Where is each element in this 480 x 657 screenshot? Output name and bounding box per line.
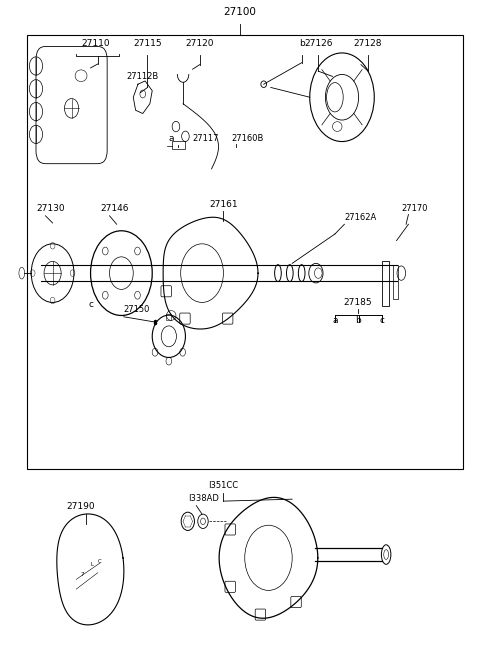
Text: 27128: 27128 xyxy=(354,39,383,49)
Bar xyxy=(166,313,171,320)
Bar xyxy=(26,35,463,468)
FancyBboxPatch shape xyxy=(180,313,190,324)
FancyBboxPatch shape xyxy=(291,597,301,608)
Text: 27150: 27150 xyxy=(124,305,150,314)
Text: L: L xyxy=(91,562,94,567)
Text: 27110: 27110 xyxy=(81,39,109,49)
FancyBboxPatch shape xyxy=(222,313,233,324)
Text: 27146: 27146 xyxy=(100,204,129,213)
Text: 27160B: 27160B xyxy=(231,134,264,143)
Text: 27112B: 27112B xyxy=(126,72,158,81)
Text: b: b xyxy=(355,316,360,325)
Text: 27162A: 27162A xyxy=(344,213,377,221)
Text: c: c xyxy=(88,300,93,309)
Text: 27117: 27117 xyxy=(192,134,219,143)
Text: a: a xyxy=(332,316,337,325)
Text: 27161: 27161 xyxy=(209,200,238,209)
Text: b: b xyxy=(299,39,304,49)
Text: 7: 7 xyxy=(81,572,84,577)
FancyBboxPatch shape xyxy=(161,286,171,297)
Bar xyxy=(172,141,185,148)
Text: 27115: 27115 xyxy=(133,39,162,49)
Text: 27126: 27126 xyxy=(304,39,333,49)
Text: I351CC: I351CC xyxy=(208,481,239,490)
FancyBboxPatch shape xyxy=(36,47,107,164)
Text: 27190: 27190 xyxy=(67,502,96,511)
FancyBboxPatch shape xyxy=(225,524,235,535)
Bar xyxy=(383,261,389,306)
Text: 27130: 27130 xyxy=(36,204,65,213)
Text: 27170: 27170 xyxy=(401,204,428,213)
Text: 27100: 27100 xyxy=(224,7,256,17)
FancyBboxPatch shape xyxy=(255,609,265,620)
Bar xyxy=(393,265,397,299)
Text: a: a xyxy=(168,134,174,143)
Text: I338AD: I338AD xyxy=(188,494,219,503)
Text: c: c xyxy=(380,316,385,325)
FancyBboxPatch shape xyxy=(225,581,235,593)
Text: C: C xyxy=(97,559,101,564)
Text: 27185: 27185 xyxy=(343,298,372,307)
Text: 27120: 27120 xyxy=(185,39,214,49)
